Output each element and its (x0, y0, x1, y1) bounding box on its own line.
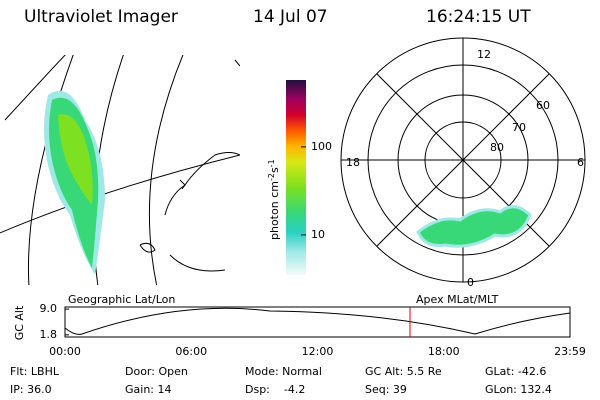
timeline-right-label: Apex MLat/MLT (416, 293, 499, 306)
info-field: Dsp: -4.2 (245, 383, 305, 396)
timeline-frame (64, 306, 571, 338)
time: 16:24:15 UT (426, 7, 531, 27)
lat-label: 60 (536, 99, 550, 112)
colorbar-tick-label: 10 (311, 228, 325, 241)
mlt-label: 18 (346, 156, 360, 169)
info-field: GC Alt: 5.5 Re (365, 365, 442, 378)
altitude-curve (64, 307, 571, 335)
info-field: GLat: -42.6 (485, 365, 546, 378)
mlt-label: 6 (577, 156, 584, 169)
timeline-y-tick-label: 1.8 (40, 328, 58, 341)
timeline-x-tick-label: 00:00 (49, 345, 81, 358)
colorbar-label: photon cm-2s-1 (267, 159, 282, 240)
timeline-left-label: Geographic Lat/Lon (68, 293, 175, 306)
lat-label: 80 (490, 141, 504, 154)
timeline-x-tick-label: 23:59 (554, 345, 586, 358)
colorbar (286, 80, 306, 275)
title: Ultraviolet Imager (24, 7, 178, 27)
info-field: Seq: 39 (365, 383, 407, 396)
timeline-x-tick-label: 18:00 (428, 345, 460, 358)
mlt-label: 0 (467, 276, 474, 289)
info-field: GLon: 132.4 (485, 383, 552, 396)
info-field: IP: 36.0 (10, 383, 52, 396)
map (0, 55, 240, 285)
info-field: Door: Open (125, 365, 188, 378)
info-field: Mode: Normal (245, 365, 322, 378)
date: 14 Jul 07 (253, 7, 328, 27)
mlt-label: 12 (477, 48, 491, 61)
timeline-y-label: GC Alt (13, 305, 26, 340)
polar-plot (340, 37, 586, 283)
timeline-x-tick-label: 06:00 (175, 345, 207, 358)
info-field: Flt: LBHL (10, 365, 60, 378)
colorbar-tick-label: 100 (311, 140, 332, 153)
lat-label: 70 (512, 121, 526, 134)
info-field: Gain: 14 (125, 383, 172, 396)
timeline-x-tick-label: 12:00 (302, 345, 334, 358)
timeline-y-tick-label: 9.0 (40, 302, 58, 315)
